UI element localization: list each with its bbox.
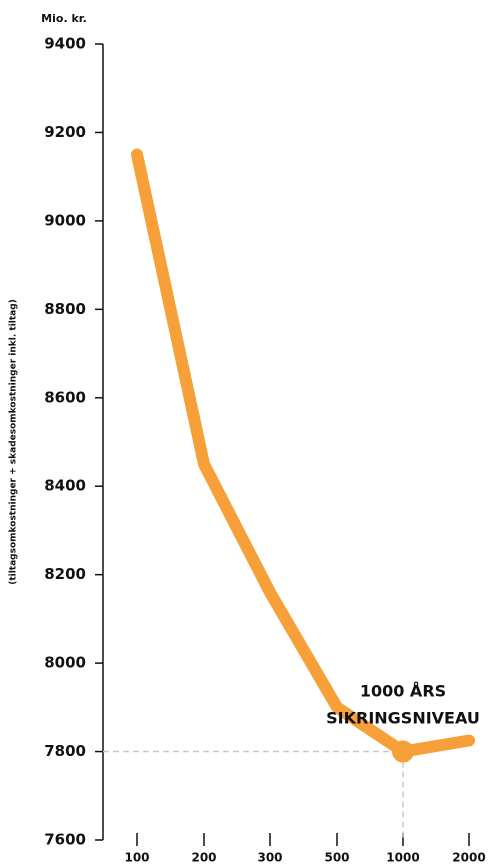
x-tick-label: 500 bbox=[324, 851, 349, 865]
annotation: SIKRINGSNIVEAU bbox=[326, 709, 480, 728]
y-axis-label: (tiltagsomkostninger + skadesomkostninge… bbox=[9, 299, 19, 585]
highlight-point bbox=[392, 740, 414, 763]
y-tick-label: 9400 bbox=[44, 35, 86, 53]
y-tick-label: 9200 bbox=[44, 123, 86, 141]
y-tick-label: 8000 bbox=[44, 654, 86, 672]
y-tick-label: 7800 bbox=[44, 742, 86, 760]
x-tick-label: 300 bbox=[257, 851, 282, 865]
y-tick-label: 8800 bbox=[44, 300, 86, 318]
annotation: 1000 ÅRS bbox=[360, 682, 446, 701]
x-tick-label: 100 bbox=[124, 851, 149, 865]
unit-label: Mio. kr. bbox=[41, 12, 87, 25]
y-tick-label: 7600 bbox=[44, 831, 86, 849]
y-tick-label: 8400 bbox=[44, 477, 86, 495]
line bbox=[131, 148, 475, 758]
x-tick-label: 1000 bbox=[386, 851, 419, 865]
y-tick-label: 8600 bbox=[44, 388, 86, 406]
x-tick-label: 200 bbox=[191, 851, 216, 865]
reference-line bbox=[103, 750, 404, 840]
y-tick-label: 8200 bbox=[44, 565, 86, 583]
x-tick-label: 2000 bbox=[452, 851, 485, 865]
y-tick-label: 9000 bbox=[44, 211, 86, 229]
